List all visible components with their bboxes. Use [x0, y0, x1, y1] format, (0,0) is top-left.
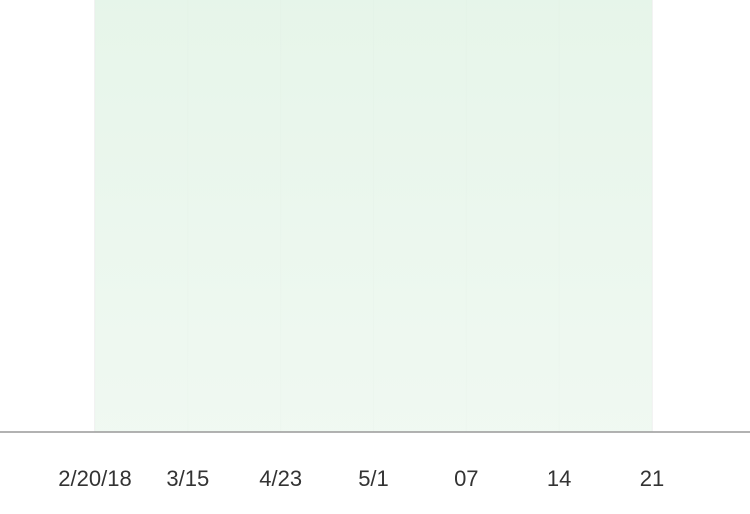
area-layer	[95, 0, 652, 432]
x-tick-label: 2/20/18	[58, 466, 131, 491]
x-axis: 2/20/18 3/15 4/23 5/1 07 14 21	[0, 431, 750, 491]
x-tick-label: 3/15	[166, 466, 209, 491]
x-tick-label: 4/23	[259, 466, 302, 491]
x-tick-label: 5/1	[358, 466, 389, 491]
x-tick-label: 14	[547, 466, 571, 491]
x-tick-label: 07	[454, 466, 478, 491]
area-fill	[95, 0, 652, 432]
x-tick-label: 21	[640, 466, 664, 491]
